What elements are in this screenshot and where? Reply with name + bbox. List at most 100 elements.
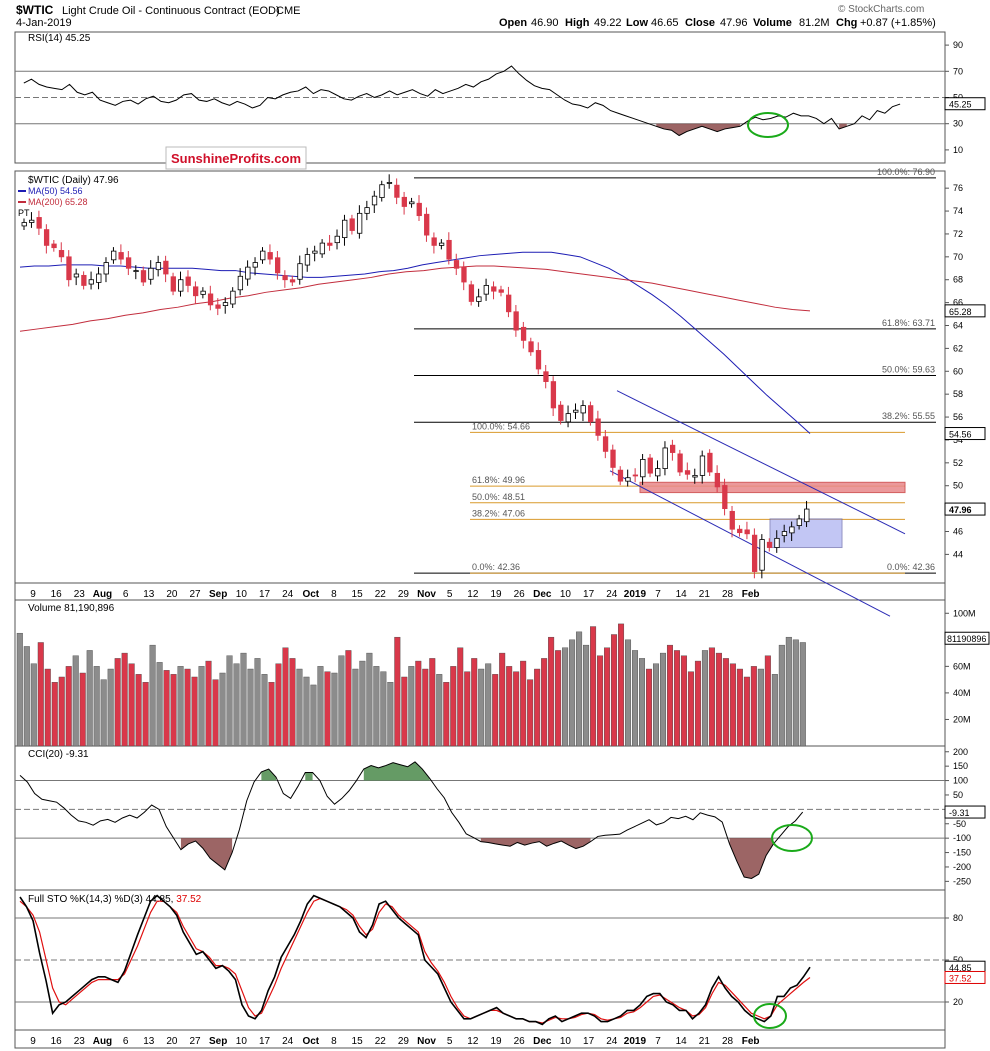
volume-bar (429, 658, 436, 747)
candle-up (21, 222, 27, 227)
volume-label: Volume (753, 17, 792, 29)
open-label: Open (499, 17, 527, 29)
date-axis-label: Feb (742, 589, 760, 600)
date-axis-label: 17 (583, 1036, 595, 1047)
sto-title-prefix: Full STO %K(14,3) %D(3) 44.85, 37.52 (28, 894, 202, 905)
candle-down (751, 534, 758, 572)
volume-bar (471, 658, 478, 747)
candle-down (737, 528, 743, 534)
candle-down (647, 457, 653, 474)
volume-bar (450, 666, 457, 747)
volume-bar (16, 632, 23, 747)
cci-tick-label: -100 (953, 833, 971, 843)
candle-down (431, 237, 437, 246)
volume-bar (513, 671, 520, 747)
volume-bar (604, 647, 611, 747)
watermark: © StockCharts.com (838, 4, 924, 15)
cci-positive-fill (305, 772, 313, 781)
volume-bar (506, 666, 513, 747)
volume-bar (149, 644, 156, 747)
rsi-value-badge (944, 97, 986, 111)
volume-bar (163, 670, 170, 747)
volume-bar (659, 652, 666, 747)
volume-bar (37, 642, 44, 747)
volume-bar (478, 668, 485, 747)
date-axis-label: 28 (722, 1036, 734, 1047)
volume-bar (415, 660, 422, 747)
candle-up (774, 537, 780, 548)
date-axis-label: 27 (189, 589, 201, 600)
candle-up (96, 273, 102, 283)
volume-bar (485, 663, 492, 747)
candle-down (677, 453, 683, 473)
candle-up (662, 447, 668, 469)
candle-down (349, 218, 355, 231)
high-value: 49.22 (594, 17, 622, 29)
candle-down (51, 243, 57, 249)
volume-bar (611, 634, 618, 747)
sto-d-badge (944, 970, 986, 984)
cci-value-badge (944, 805, 986, 819)
candle-up (759, 539, 765, 571)
volume-bar (72, 655, 79, 747)
candle-up (237, 275, 244, 291)
volume-bar (387, 682, 394, 747)
symbol-label: $WTIC (16, 3, 54, 17)
date-axis-label: 29 (398, 589, 410, 600)
ma200-legend: MA(200) 65.28 (28, 197, 88, 207)
candle-down (66, 256, 72, 281)
rsi-line (23, 65, 901, 137)
volume-bar (401, 676, 408, 747)
date-axis-label: 19 (490, 589, 502, 600)
volume-bar (436, 674, 443, 747)
date-axis-label: 23 (74, 1036, 86, 1047)
volume-bar (625, 639, 632, 747)
date-axis-label: 23 (74, 589, 86, 600)
price-value-label: 65.28 (949, 307, 972, 317)
candle-down (722, 485, 728, 510)
volume-bar (492, 674, 499, 747)
candle-down (543, 371, 549, 382)
volume-bar (303, 676, 310, 747)
sto-d-value: 37.52 (176, 894, 201, 905)
chart-marks: 907050301045.257674727068666462605856545… (15, 40, 990, 1047)
fib-level-label: 100.0%: 76.90 (877, 167, 935, 177)
date-axis-label: 21 (699, 1036, 711, 1047)
volume-bar (499, 652, 506, 747)
volume-bar (191, 676, 198, 747)
date-axis-label: 9 (30, 589, 36, 600)
price-title: $WTIC (Daily) 47.96 (28, 175, 119, 186)
candle-down (766, 541, 773, 548)
price-tick-label: 72 (953, 229, 963, 239)
volume-bar (79, 672, 86, 747)
candle-up (88, 279, 94, 285)
date-axis-label: 10 (560, 1036, 572, 1047)
channel-upper-line (616, 390, 906, 535)
date-axis-label: 14 (676, 589, 688, 600)
volume-bar (576, 631, 583, 747)
cci-value-label: -9.31 (949, 808, 970, 818)
cci-tick-label: -200 (953, 862, 971, 872)
candle-down (506, 294, 512, 313)
cci-line (19, 761, 804, 880)
volume-bar (240, 652, 247, 747)
price-tick-label: 60 (953, 366, 963, 376)
volume-bar (743, 676, 750, 747)
candle-down (468, 284, 475, 302)
date-axis-label: Feb (742, 1036, 760, 1047)
date-axis-label: 16 (51, 589, 63, 600)
date-axis-label: Sep (209, 589, 227, 600)
sto-k-value: 44.85 (146, 894, 171, 905)
candle-up (73, 273, 80, 278)
volume-bar (177, 666, 184, 747)
date-axis-label: 17 (259, 589, 271, 600)
volume-bar (715, 652, 722, 747)
instrument-name: Light Crude Oil - Continuous Contract (E… (62, 5, 280, 17)
candle-up (699, 455, 706, 476)
date-axis-label: 12 (467, 1036, 479, 1047)
candle-up (789, 526, 795, 534)
candle-down (215, 304, 221, 309)
volume-bar (562, 647, 569, 747)
price-value-label: 47.96 (949, 505, 972, 515)
cci-tick-label: 200 (953, 747, 968, 757)
